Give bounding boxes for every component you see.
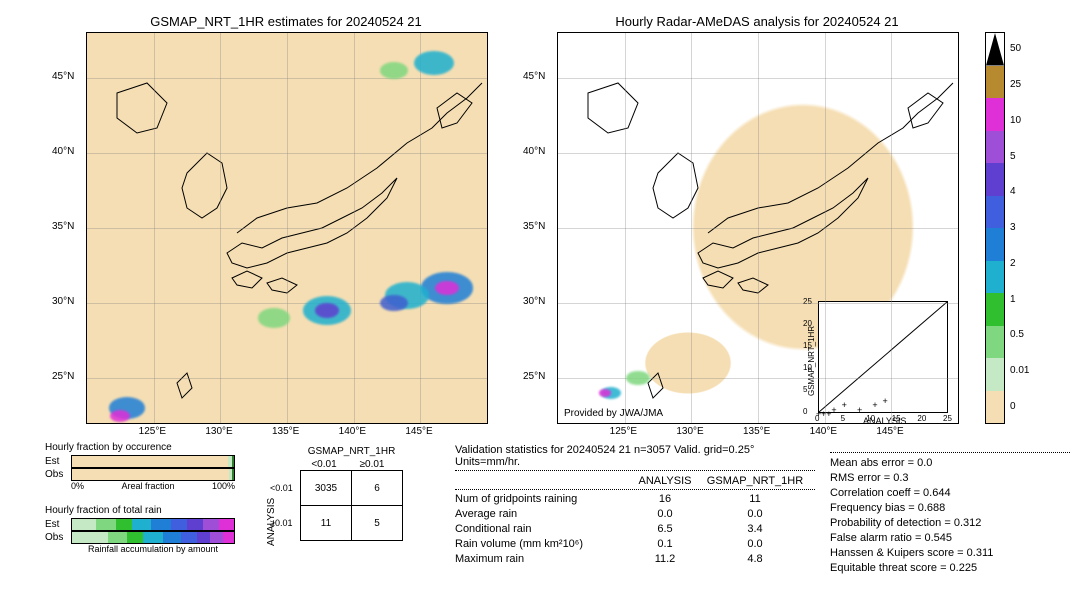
validation-stats: Validation statistics for 20240524 21 n=… — [455, 444, 815, 568]
ct-colhead-0: <0.01 — [300, 459, 348, 470]
ct-col-label: GSMAP_NRT_1HR — [300, 446, 403, 457]
occ-axis-mid: Areal fraction — [84, 481, 212, 491]
val-colhead-0: ANALYSIS — [625, 475, 705, 487]
occurrence-section: Hourly fraction by occurence EstObs 0% A… — [45, 442, 235, 491]
ct-cell-01: 6 — [352, 471, 403, 506]
ct-cell-00: 3035 — [301, 471, 352, 506]
total-rain-section: Hourly fraction of total rain EstObs Rai… — [45, 505, 235, 554]
scores-section: Mean abs error = 0.0RMS error = 0.3Corre… — [830, 452, 1070, 577]
inset-ylabel: GSMAP_NRT_1HR — [807, 326, 816, 396]
right-map-title: Hourly Radar-AMeDAS analysis for 2024052… — [557, 14, 957, 29]
val-colhead-1: GSMAP_NRT_1HR — [705, 475, 805, 487]
inset-scatter: ++++++++ ANALYSIS GSMAP_NRT_1HR 05101520… — [818, 301, 948, 413]
left-map-title: GSMAP_NRT_1HR estimates for 20240524 21 — [86, 14, 486, 29]
total-rain-title: Hourly fraction of total rain — [45, 505, 235, 516]
occurrence-title: Hourly fraction by occurence — [45, 442, 235, 453]
left-map — [86, 32, 488, 424]
right-map: Provided by JWA/JMA ++++++++ ANALYSIS GS… — [557, 32, 959, 424]
occ-axis-left: 0% — [71, 481, 84, 491]
ct-row-label: ANALYSIS — [266, 498, 277, 546]
colorbar: 00.010.512345102550 — [985, 32, 1005, 424]
total-rain-axis: Rainfall accumulation by amount — [71, 544, 235, 554]
occ-axis-right: 100% — [212, 481, 235, 491]
ct-cell-10: 11 — [301, 506, 352, 541]
ct-cell-11: 5 — [352, 506, 403, 541]
provided-by-label: Provided by JWA/JMA — [564, 408, 663, 419]
validation-title: Validation statistics for 20240524 21 n=… — [455, 444, 815, 471]
ct-colhead-1: ≥0.01 — [348, 459, 396, 470]
contingency-table: GSMAP_NRT_1HR <0.01 ≥0.01 ANALYSIS <0.01… — [270, 446, 403, 541]
